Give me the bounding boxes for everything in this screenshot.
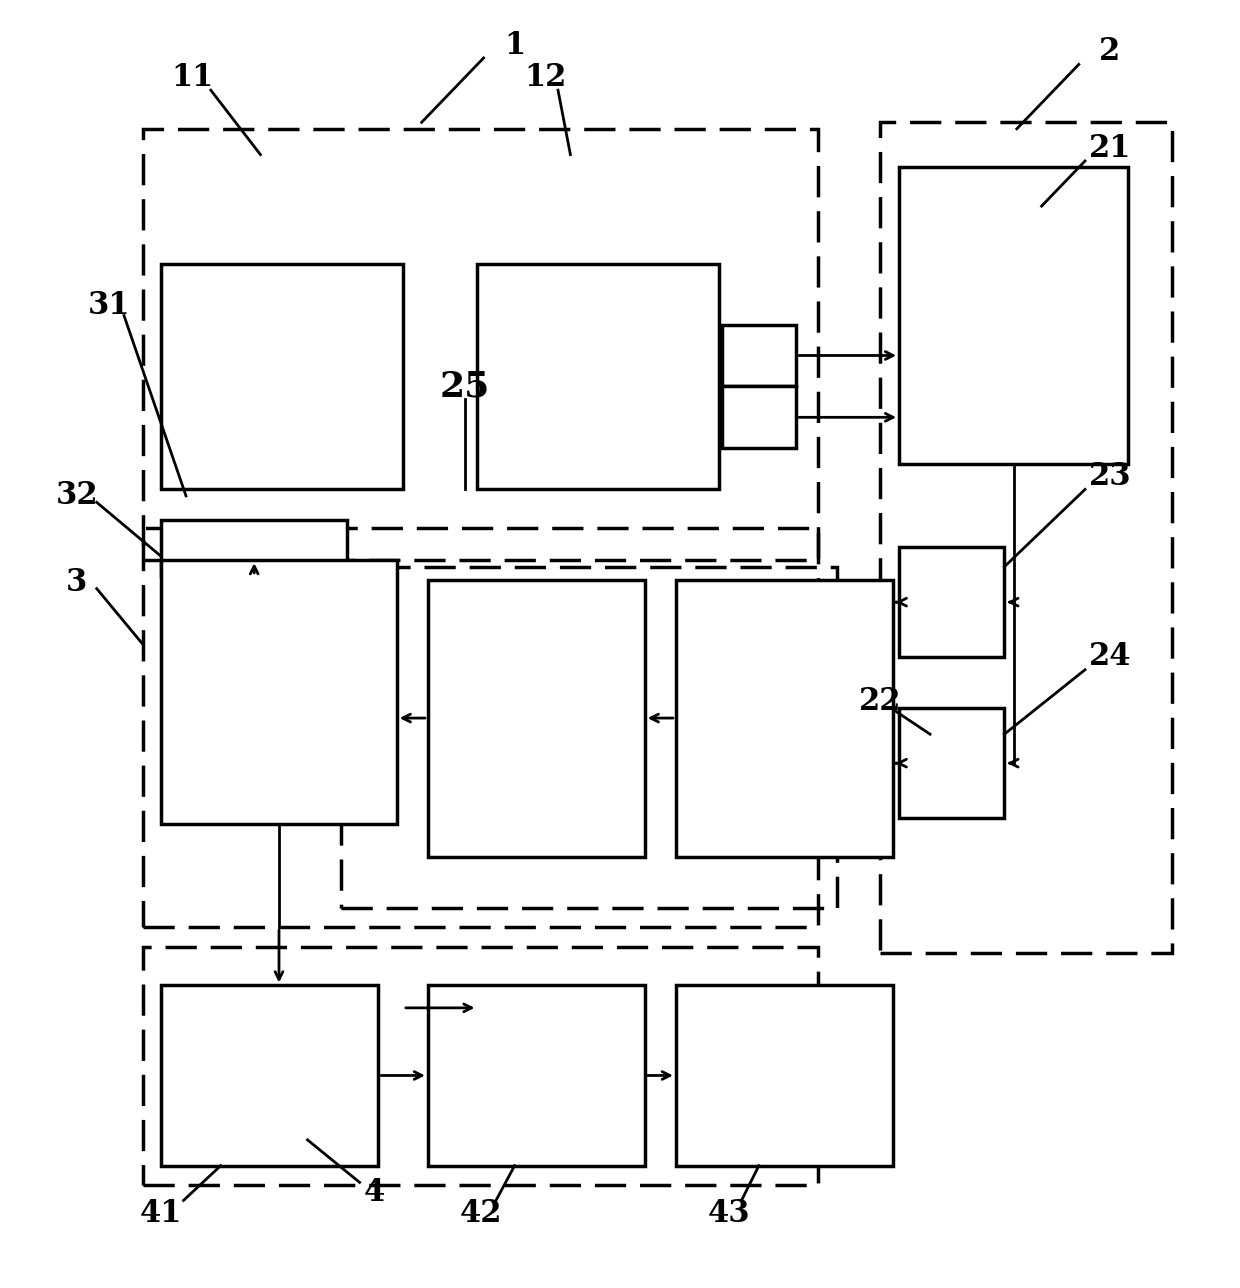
Bar — [143, 129, 818, 560]
Text: 25: 25 — [440, 370, 490, 403]
Bar — [161, 520, 347, 576]
Text: 4: 4 — [363, 1177, 386, 1208]
Text: 11: 11 — [171, 62, 213, 93]
Bar — [428, 580, 645, 857]
Text: 24: 24 — [1089, 641, 1131, 672]
Bar — [722, 386, 796, 448]
Text: 42: 42 — [460, 1198, 502, 1229]
Bar — [341, 567, 837, 908]
Text: 21: 21 — [1089, 133, 1131, 164]
Text: 22: 22 — [859, 687, 901, 717]
Bar — [722, 325, 796, 386]
Bar — [428, 985, 645, 1166]
Text: 41: 41 — [140, 1198, 182, 1229]
Text: 2: 2 — [1099, 36, 1121, 67]
Text: 23: 23 — [1089, 461, 1131, 492]
Bar — [143, 947, 818, 1185]
Text: 43: 43 — [708, 1198, 750, 1229]
Bar — [880, 122, 1172, 953]
Text: 31: 31 — [88, 290, 130, 321]
Bar — [676, 580, 893, 857]
Bar — [161, 985, 378, 1166]
Bar — [161, 264, 403, 489]
Bar — [899, 167, 1128, 464]
Bar — [161, 560, 397, 824]
Text: 3: 3 — [66, 567, 88, 598]
Text: 1: 1 — [503, 30, 526, 61]
Text: 12: 12 — [525, 62, 567, 93]
Bar — [143, 528, 818, 927]
Bar — [899, 708, 1004, 818]
Bar — [899, 547, 1004, 657]
Text: 32: 32 — [56, 480, 98, 511]
Bar — [676, 985, 893, 1166]
Bar — [477, 264, 719, 489]
